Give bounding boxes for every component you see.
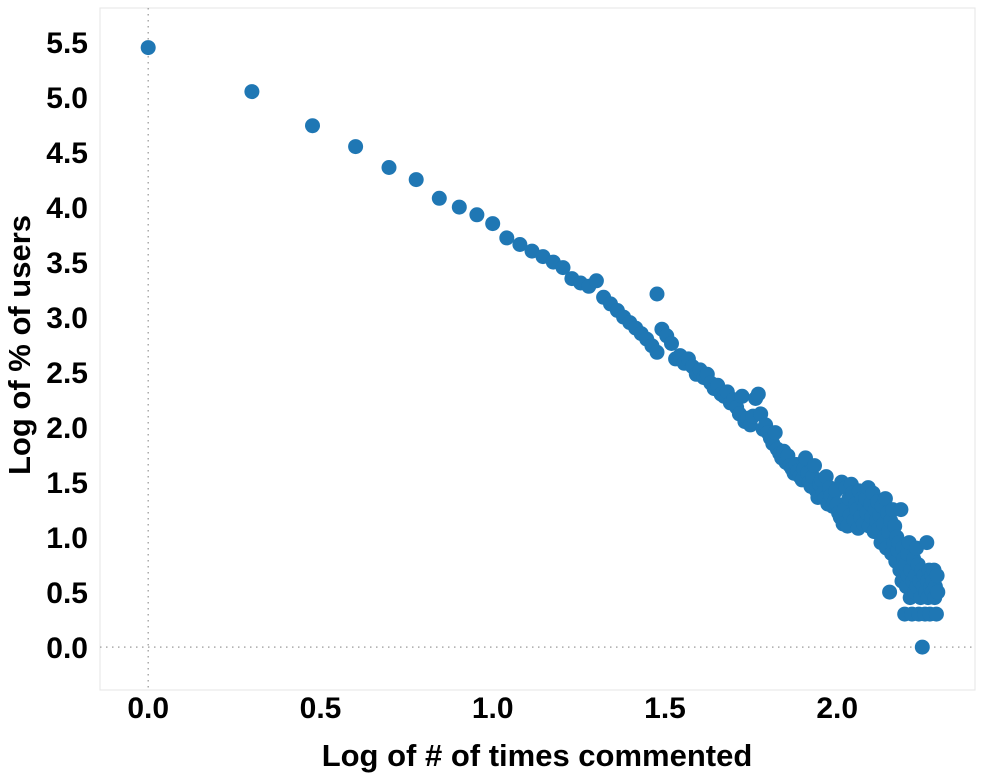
- data-point: [929, 568, 945, 584]
- y-tick-label: 3.0: [46, 302, 88, 335]
- data-point: [381, 160, 397, 175]
- data-point: [499, 230, 515, 246]
- data-point: [649, 286, 665, 302]
- data-points: [140, 40, 946, 655]
- data-point: [807, 458, 822, 474]
- y-axis-title: Log of % of users: [2, 215, 37, 475]
- data-point: [140, 40, 156, 56]
- data-point: [930, 584, 946, 600]
- data-point: [649, 344, 665, 360]
- data-point: [734, 388, 750, 404]
- data-point: [469, 207, 485, 223]
- data-point: [431, 190, 447, 206]
- y-tick-label: 0.0: [46, 632, 88, 665]
- x-tick-label: 0.0: [127, 692, 169, 725]
- y-tick-label: 5.0: [46, 82, 88, 115]
- y-tick-label: 4.5: [46, 137, 88, 170]
- y-tick-label: 5.5: [46, 27, 88, 60]
- data-point: [750, 386, 766, 402]
- y-axis-tick-labels: 0.0 0.5 1.0 1.5 2.0 2.5 3.0 3.5 4.0 4.5 5.0 5.5: [46, 27, 88, 665]
- data-point: [877, 491, 893, 507]
- data-point: [928, 606, 944, 622]
- data-point: [485, 216, 501, 232]
- x-axis-title: Log of # of times commented: [322, 738, 753, 773]
- plot-border: [99, 7, 976, 691]
- data-point: [348, 139, 364, 155]
- data-point: [588, 273, 604, 289]
- gridlines: [99, 7, 976, 691]
- data-point: [919, 535, 935, 551]
- y-tick-label: 1.5: [46, 467, 88, 500]
- x-tick-label: 0.5: [300, 692, 342, 725]
- data-point: [767, 425, 783, 441]
- data-point: [555, 260, 571, 276]
- y-tick-label: 4.0: [46, 192, 88, 225]
- y-tick-label: 1.0: [46, 522, 88, 555]
- data-point: [512, 237, 528, 252]
- x-tick-label: 1.0: [472, 692, 514, 725]
- y-tick-label: 0.5: [46, 577, 88, 610]
- data-point: [664, 336, 679, 351]
- x-axis-tick-labels: 0.0 0.5 1.0 1.5 2.0: [127, 692, 858, 725]
- data-point: [451, 199, 467, 215]
- y-tick-label: 2.5: [46, 357, 88, 390]
- data-point: [882, 584, 898, 600]
- data-point: [893, 502, 909, 518]
- data-point: [305, 118, 320, 134]
- data-point: [408, 172, 424, 188]
- x-tick-label: 1.5: [644, 692, 686, 725]
- y-tick-label: 3.5: [46, 247, 88, 280]
- data-point: [914, 639, 930, 655]
- x-tick-label: 2.0: [816, 692, 858, 725]
- data-point: [244, 84, 260, 100]
- y-tick-label: 2.0: [46, 412, 88, 445]
